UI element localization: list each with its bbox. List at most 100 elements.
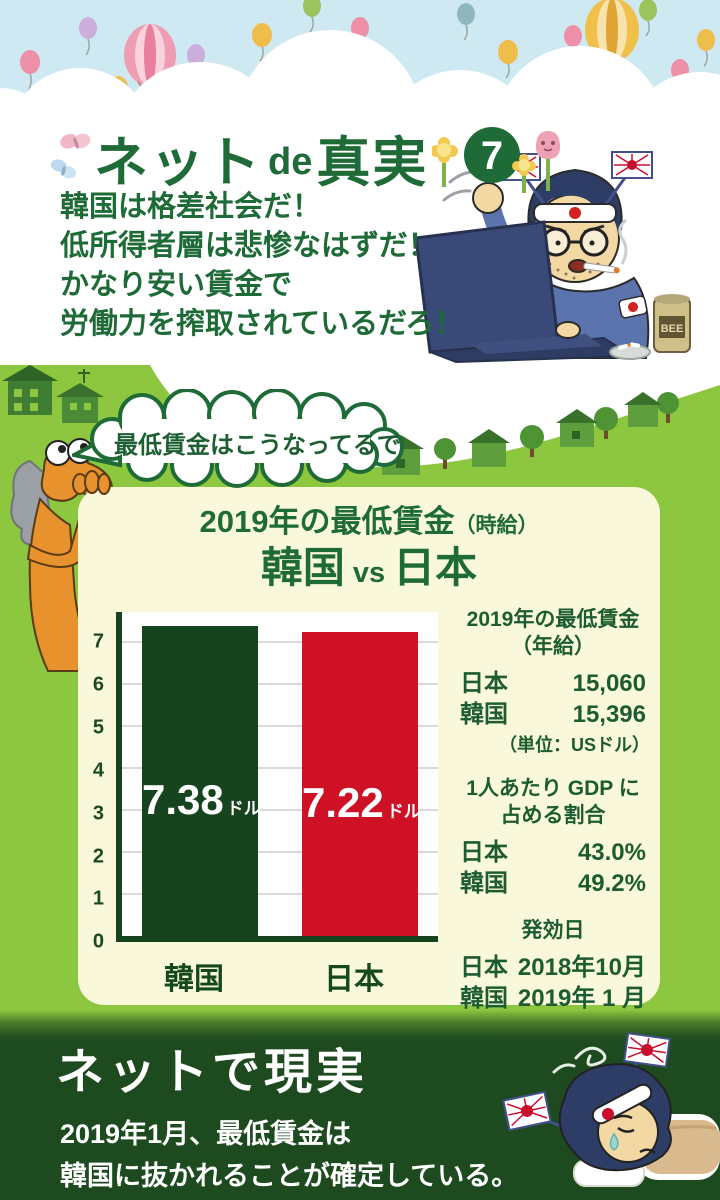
- daisy-flower-icon: [432, 136, 459, 187]
- hot-air-balloon-icon: [585, 0, 639, 77]
- butterfly-icon: [50, 133, 91, 178]
- ashtray-icon: [609, 342, 651, 360]
- closed-eye: [617, 1126, 635, 1133]
- distress-squiggles: [552, 1046, 607, 1074]
- cigarette-icon: [583, 262, 620, 274]
- cloud-shapes: [0, 30, 720, 115]
- y-tick-label: 4: [92, 759, 104, 782]
- headband-icon: [533, 203, 617, 223]
- claim-line-1: 韓国は格差社会だ！: [60, 191, 322, 223]
- stat-block-effective-date: 発効日 日本 2018年10月 韓国 2019年 1 月: [456, 917, 650, 1014]
- stat-block-gdp-ratio: 1人あたり GDP に 占める割合 日本 43.0% 韓国 49.2%: [456, 775, 650, 899]
- series-title-jp2: 真実: [316, 133, 429, 193]
- stat-heading: （年給）: [511, 635, 595, 659]
- sky-banner: [0, 0, 720, 115]
- series-title-latin: de: [268, 141, 313, 183]
- gripping-fingers: [72, 470, 111, 495]
- chart-title: 2019年の最低賃金（時給） 韓国 vs 日本: [78, 503, 660, 594]
- gridline: [122, 640, 438, 643]
- laptop-icon: [414, 220, 636, 364]
- stat-row: 日本 15,060: [460, 670, 646, 698]
- googly-eye: [45, 440, 71, 466]
- y-tick-label: 7: [92, 630, 104, 653]
- bar-korea: 7.38 ドル: [142, 625, 261, 937]
- footer-line-2: 韓国に抜かれることが確定している。: [60, 1161, 519, 1191]
- stat-block-annual-wage: 2019年の最低賃金 （年給） 日本 15,060 韓国 15,396 （単位：US…: [456, 606, 650, 757]
- y-tick-label: 0: [92, 930, 104, 953]
- gridline: [122, 724, 438, 727]
- gridline: [122, 682, 438, 685]
- speech-bubble-text: 最低賃金はこうなってるで: [114, 432, 401, 459]
- tulip-flower-icon: [536, 130, 561, 191]
- y-tick-label: 6: [92, 673, 104, 696]
- typing-hand: [555, 321, 581, 339]
- claim-line-2: 低所得者層は悲惨なはずだ！: [60, 230, 437, 262]
- speech-bubble: 最低賃金はこうなってるで: [68, 388, 412, 489]
- episode-number-badge: 7: [432, 126, 561, 193]
- y-tick-label: 1: [92, 887, 104, 910]
- x-category-japan: 日本: [324, 963, 384, 997]
- footer-section: ネットで現実 2019年1月、最低賃金は 韓国に抜かれることが確定している。: [0, 1010, 720, 1200]
- vs-label: vs: [352, 556, 386, 589]
- rising-sun-armband-icon: [618, 295, 648, 319]
- chart-title-main: 2019年の最低賃金: [199, 504, 455, 539]
- stat-row: 韓国 15,396: [460, 701, 646, 729]
- sad-eyebrow: [613, 1114, 633, 1120]
- y-axis-labels: 0 1 2 3 4 5 6 7: [78, 612, 110, 953]
- footer-title: ネットで現実: [56, 1044, 369, 1100]
- bar-korea-value: 7.38 ドル: [142, 776, 261, 824]
- daisy-flower-icon: [512, 153, 537, 193]
- crying-character-in-bed: [502, 1032, 720, 1187]
- stat-heading: 2019年の最低賃金: [466, 608, 640, 632]
- beer-can-icon: BEE: [653, 294, 691, 353]
- bar-chart: 0 1 2 3 4 5 6 7 7.38 ドル 7.22 ドル 韓国 日本: [78, 602, 456, 998]
- claim-line-4: 労働力を搾取されているだろ！: [60, 308, 464, 340]
- chart-title-sub: （時給）: [454, 514, 539, 537]
- gridline: [122, 809, 438, 812]
- vs-left: 韓国: [260, 543, 345, 591]
- netizen-character: BEE: [414, 151, 691, 364]
- stat-row: 日本 43.0%: [460, 839, 646, 867]
- stat-heading: 占める割合: [500, 804, 606, 828]
- gridline: [122, 851, 438, 854]
- speech-bubble-shape: [68, 388, 404, 488]
- frown-mouth: [639, 1148, 656, 1154]
- bar-japan-value: 7.22 ドル: [302, 778, 421, 826]
- stat-heading: 発効日: [521, 919, 585, 943]
- claim-line-3: かなり安い賃金で: [60, 269, 293, 301]
- hill-houses: [2, 365, 104, 423]
- y-tick-label: 3: [92, 802, 104, 825]
- stubble-dots: [548, 262, 600, 280]
- rising-sun-flag-icon: [502, 1090, 583, 1136]
- gridline: [122, 766, 438, 769]
- stats-panel: 2019年の最低賃金 （年給） 日本 15,060 韓国 15,396 （単位：US…: [456, 602, 660, 1032]
- y-tick-label: 5: [92, 716, 104, 739]
- episode-number: 7: [481, 134, 503, 178]
- unit-note: （単位：USドル）: [498, 735, 650, 756]
- y-tick-label: 2: [92, 845, 104, 868]
- fist: [472, 182, 504, 214]
- series-title-jp1: ネット: [94, 133, 262, 193]
- hair-front: [530, 178, 620, 232]
- claims-text: 韓国は格差社会だ！ 低所得者層は悲惨なはずだ！ かなり安い賃金で 労働力を搾取さ…: [60, 188, 463, 344]
- beer-can-label: BEE: [661, 323, 684, 335]
- series-title: ネット de 真実 7: [48, 118, 561, 197]
- stat-row: 日本 2018年10月: [460, 954, 646, 982]
- rising-sun-flag-icon: [604, 151, 653, 205]
- bar-japan: 7.22 ドル: [302, 632, 421, 937]
- x-category-korea: 韓国: [164, 963, 224, 997]
- rising-sun-flag-icon: [620, 1032, 671, 1085]
- stat-row: 韓国 2019年 1 月: [460, 985, 646, 1013]
- stat-heading: 1人あたり GDP に: [466, 777, 640, 801]
- gridline: [122, 893, 438, 896]
- tear-icon: [609, 1132, 619, 1151]
- number-circle: [464, 126, 521, 183]
- footer-line-1: 2019年1月、最低賃金は: [60, 1119, 352, 1149]
- vs-right: 日本: [393, 543, 478, 591]
- stat-row: 韓国 49.2%: [460, 870, 646, 898]
- smoke: [618, 218, 628, 265]
- chart-plot-area: 7.38 ドル 7.22 ドル: [116, 612, 438, 943]
